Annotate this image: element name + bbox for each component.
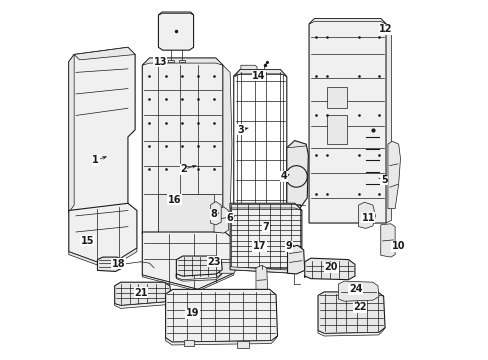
Text: 12: 12	[379, 24, 392, 35]
Polygon shape	[158, 12, 193, 15]
Polygon shape	[326, 116, 346, 144]
Text: 5: 5	[380, 175, 387, 185]
Polygon shape	[183, 339, 193, 346]
Polygon shape	[142, 232, 233, 289]
Text: 17: 17	[252, 241, 266, 251]
Text: 22: 22	[352, 302, 366, 312]
Polygon shape	[308, 19, 386, 24]
Text: 4: 4	[280, 171, 287, 181]
Text: 2: 2	[180, 164, 186, 174]
Polygon shape	[287, 205, 298, 258]
Polygon shape	[317, 328, 384, 336]
Text: 19: 19	[185, 309, 199, 318]
Polygon shape	[230, 203, 301, 273]
Polygon shape	[74, 47, 135, 60]
Text: 3: 3	[237, 125, 244, 135]
Polygon shape	[158, 194, 214, 232]
Polygon shape	[308, 19, 386, 223]
Text: 8: 8	[210, 209, 217, 219]
Polygon shape	[210, 202, 221, 225]
Polygon shape	[317, 292, 384, 333]
Polygon shape	[223, 65, 231, 232]
Text: 14: 14	[252, 71, 265, 81]
Polygon shape	[230, 203, 301, 211]
Polygon shape	[115, 282, 171, 306]
Polygon shape	[142, 58, 223, 234]
Text: 15: 15	[81, 236, 94, 246]
Polygon shape	[230, 267, 301, 273]
Circle shape	[292, 172, 300, 181]
Polygon shape	[326, 87, 346, 108]
Polygon shape	[233, 243, 242, 257]
Polygon shape	[176, 256, 222, 278]
Polygon shape	[380, 224, 394, 257]
Polygon shape	[158, 12, 193, 50]
Text: 24: 24	[348, 284, 362, 294]
Text: 21: 21	[134, 288, 148, 298]
Polygon shape	[219, 262, 237, 273]
Polygon shape	[358, 202, 375, 228]
Polygon shape	[287, 245, 304, 274]
Polygon shape	[69, 248, 137, 269]
Text: 18: 18	[111, 258, 125, 269]
Polygon shape	[214, 207, 228, 233]
Polygon shape	[304, 258, 354, 280]
Polygon shape	[165, 289, 277, 342]
Polygon shape	[176, 273, 222, 281]
Polygon shape	[386, 24, 391, 223]
Polygon shape	[233, 69, 286, 246]
Polygon shape	[286, 140, 308, 211]
Polygon shape	[115, 298, 171, 309]
Polygon shape	[241, 65, 257, 73]
Text: 16: 16	[167, 195, 181, 205]
Text: 23: 23	[207, 257, 220, 267]
Polygon shape	[179, 60, 184, 62]
Polygon shape	[69, 203, 137, 266]
Text: 13: 13	[153, 57, 166, 67]
Text: 1: 1	[92, 155, 99, 165]
Polygon shape	[279, 243, 287, 257]
Polygon shape	[165, 336, 277, 345]
Text: 11: 11	[361, 213, 374, 222]
Text: 10: 10	[391, 241, 405, 251]
Polygon shape	[237, 341, 248, 348]
Polygon shape	[69, 47, 135, 212]
Text: 7: 7	[262, 222, 269, 231]
Text: 6: 6	[226, 213, 233, 222]
Text: 20: 20	[324, 262, 337, 272]
Polygon shape	[168, 60, 174, 62]
Polygon shape	[255, 265, 267, 296]
Polygon shape	[97, 257, 122, 271]
Polygon shape	[142, 273, 233, 291]
Text: 9: 9	[285, 241, 292, 251]
Polygon shape	[234, 69, 286, 77]
Polygon shape	[338, 281, 378, 301]
Polygon shape	[142, 58, 223, 65]
Polygon shape	[69, 54, 74, 212]
Polygon shape	[387, 141, 400, 209]
